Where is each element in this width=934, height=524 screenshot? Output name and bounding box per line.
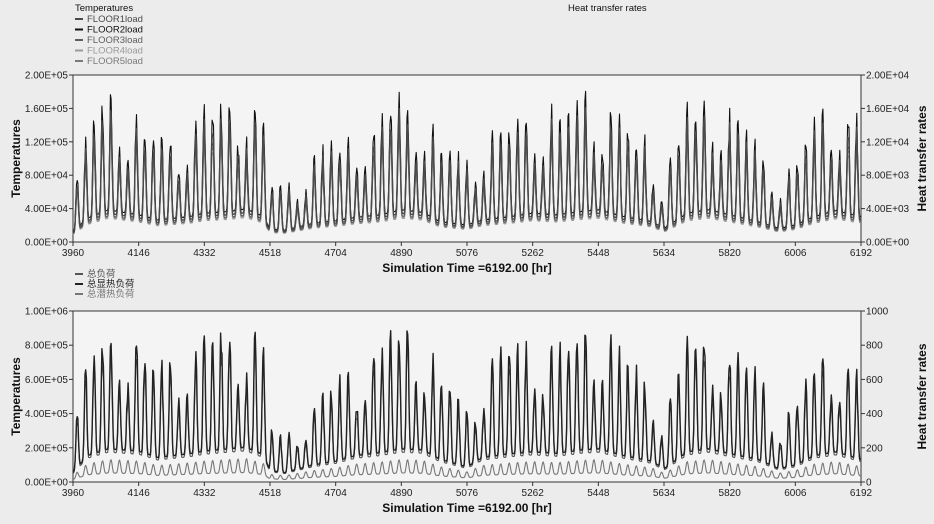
legend-entry: 总显热负荷 [87, 278, 135, 290]
legend-entry: FLOOR1load [87, 14, 143, 25]
x-tick-label: 5448 [587, 488, 610, 499]
y2-tick-label: 1.60E+04 [866, 104, 910, 115]
y2-axis-title: Heat transfer rates [915, 343, 929, 449]
x-tick-label: 6192 [850, 488, 873, 499]
x-tick-label: 4332 [193, 248, 216, 259]
y2-tick-label: 2.00E+04 [866, 71, 910, 82]
x-tick-label: 5262 [522, 488, 545, 499]
y-tick-label: 1.20E+05 [25, 137, 69, 148]
y-tick-label: 0.00E+00 [25, 238, 69, 249]
x-tick-label: 6006 [784, 488, 807, 499]
y-tick-label: 2.00E+05 [25, 443, 69, 454]
y-axis-title: Temperatures [9, 119, 23, 198]
y-tick-label: 8.00E+05 [25, 341, 69, 352]
x-tick-label: 4146 [128, 248, 151, 259]
y2-tick-label: 0 [866, 478, 872, 489]
x-tick-label: 4146 [128, 488, 151, 499]
x-tick-label: 5820 [719, 248, 742, 259]
y2-tick-label: 1000 [866, 307, 889, 318]
x-tick-label: 5076 [456, 488, 479, 499]
y-tick-label: 8.00E+04 [25, 171, 69, 182]
y-tick-label: 1.00E+06 [25, 307, 69, 318]
x-tick-label: 4704 [325, 488, 348, 499]
x-tick-label: 6192 [850, 248, 873, 259]
x-axis-title: Simulation Time =6192.00 [hr] [382, 261, 552, 275]
x-tick-label: 5634 [653, 488, 676, 499]
x-tick-label: 4332 [193, 488, 216, 499]
x-tick-label: 5262 [522, 248, 545, 259]
x-tick-label: 5820 [719, 488, 742, 499]
y-tick-label: 4.00E+05 [25, 409, 69, 420]
legend-entry: FLOOR2load [87, 25, 143, 36]
x-tick-label: 4518 [259, 248, 282, 259]
x-tick-label: 3960 [62, 488, 85, 499]
legend-entry: 总潜热负荷 [87, 288, 135, 300]
y2-tick-label: 8.00E+03 [866, 171, 910, 182]
legend-entry: FLOOR4load [87, 46, 143, 57]
x-axis-title: Simulation Time =6192.00 [hr] [382, 501, 552, 515]
x-tick-label: 4518 [259, 488, 282, 499]
plot-area-1 [72, 74, 862, 243]
y-tick-label: 0.00E+00 [25, 478, 69, 489]
y2-tick-label: 0.00E+00 [866, 238, 910, 249]
series-line-2-3 [72, 458, 861, 480]
legend-entry: FLOOR3load [87, 35, 143, 46]
legend-entry: FLOOR5load [87, 56, 143, 67]
y-tick-label: 1.60E+05 [25, 104, 69, 115]
y2-tick-label: 200 [866, 443, 883, 454]
x-tick-label: 4704 [325, 248, 348, 259]
header-heat-transfer-rates: Heat transfer rates [568, 3, 647, 14]
series-line-2-1 [72, 330, 862, 474]
y2-tick-label: 4.00E+03 [866, 204, 910, 215]
y2-tick-label: 600 [866, 375, 883, 386]
y2-axis-title: Heat transfer rates [915, 105, 929, 211]
series-line-1-2 [72, 90, 862, 233]
y2-tick-label: 800 [866, 341, 883, 352]
x-tick-label: 5076 [456, 248, 479, 259]
series-line-1-1 [72, 107, 862, 234]
x-tick-label: 5448 [587, 248, 610, 259]
x-tick-label: 4890 [390, 248, 413, 259]
y-tick-label: 4.00E+04 [25, 204, 69, 215]
header-temperatures: Temperatures [75, 3, 133, 14]
y-tick-label: 6.00E+05 [25, 375, 69, 386]
y2-tick-label: 1.20E+04 [866, 137, 910, 148]
y-axis-title: Temperatures [9, 357, 23, 436]
x-tick-label: 4890 [390, 488, 413, 499]
x-tick-label: 3960 [62, 248, 85, 259]
legend-entry: 总负荷 [87, 268, 116, 280]
x-tick-label: 6006 [784, 248, 807, 259]
x-tick-label: 5634 [653, 248, 676, 259]
y2-tick-label: 400 [866, 409, 883, 420]
y-tick-label: 2.00E+05 [25, 71, 69, 82]
